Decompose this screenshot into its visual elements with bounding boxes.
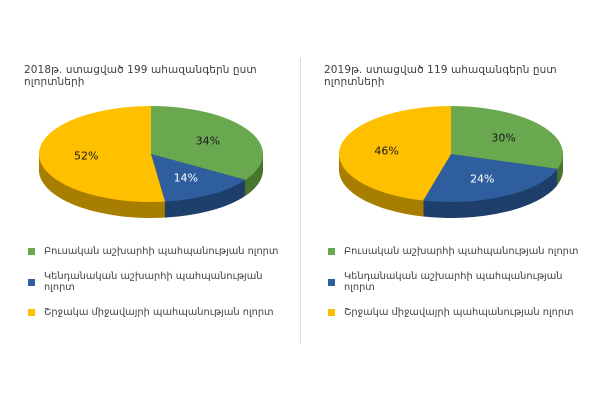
chart-panel-2019: 2019թ. ստացված 119 ահազանգերն ըստ ոլորտն… bbox=[308, 56, 594, 332]
chart-title: 2018թ. ստացված 199 ահազանգերն ըստ ոլորտն… bbox=[24, 64, 257, 88]
legend-item: Շրջակա միջավայրի պահպանության ոլորտ bbox=[28, 307, 294, 318]
legend-marker-icon bbox=[328, 248, 335, 255]
pie-slice bbox=[451, 106, 563, 169]
pie-chart-2019: 30% 24% 46% bbox=[339, 106, 563, 218]
legend-label: Կենդանական աշխարհի պահպանության ոլորտ bbox=[44, 271, 263, 293]
chart-panel-2018: 2018թ. ստացված 199 ահազանգերն ըստ ոլորտն… bbox=[8, 56, 294, 332]
slice-percent-label: 52% bbox=[74, 150, 98, 163]
legend-item: Բուսական աշխարհի պահպանության ոլորտ bbox=[328, 246, 594, 257]
legend-marker-icon bbox=[328, 309, 335, 316]
slice-percent-label: 46% bbox=[374, 145, 398, 158]
slice-percent-label: 14% bbox=[174, 172, 198, 185]
legend-marker-icon bbox=[28, 248, 35, 255]
pie-slice bbox=[38, 105, 166, 202]
legend-marker-icon bbox=[28, 278, 35, 286]
legend-marker-icon bbox=[28, 309, 35, 316]
legend-label: Բուսական աշխարհի պահպանության ոլորտ bbox=[44, 246, 279, 257]
legend-item: Շրջակա միջավայրի պահպանության ոլորտ bbox=[328, 307, 594, 318]
legend-item: Կենդանական աշխարհի պահպանության ոլորտ bbox=[328, 271, 594, 293]
legend-marker-icon bbox=[328, 278, 335, 286]
legend-label: Բուսական աշխարհի պահպանության ոլորտ bbox=[344, 246, 579, 257]
chart-legend: Բուսական աշխարհի պահպանության ոլորտ Կենդա… bbox=[328, 246, 594, 318]
slice-percent-label: 30% bbox=[491, 132, 515, 145]
chart-legend: Բուսական աշխարհի պահպանության ոլորտ Կենդա… bbox=[28, 246, 294, 318]
pie-slice bbox=[151, 154, 246, 202]
legend-item: Բուսական աշխարհի պահպանության ոլորտ bbox=[28, 246, 294, 257]
pie-slice bbox=[339, 106, 451, 201]
chart-title: 2019թ. ստացված 119 ահազանգերն ըստ ոլորտն… bbox=[324, 64, 557, 88]
pie-chart-2018: 34% 14% 52% bbox=[38, 105, 263, 218]
slice-percent-label: 24% bbox=[470, 172, 494, 185]
pie-slice bbox=[423, 154, 558, 202]
slice-percent-label: 34% bbox=[196, 135, 220, 148]
pie-slice bbox=[151, 106, 263, 180]
legend-item: Կենդանական աշխարհի պահպանության ոլորտ bbox=[28, 271, 294, 293]
panel-divider bbox=[300, 58, 301, 344]
legend-label: Շրջակա միջավայրի պահպանության ոլորտ bbox=[44, 307, 274, 318]
legend-label: Կենդանական աշխարհի պահպանության ոլորտ bbox=[344, 271, 563, 293]
legend-label: Շրջակա միջավայրի պահպանության ոլորտ bbox=[344, 307, 574, 318]
